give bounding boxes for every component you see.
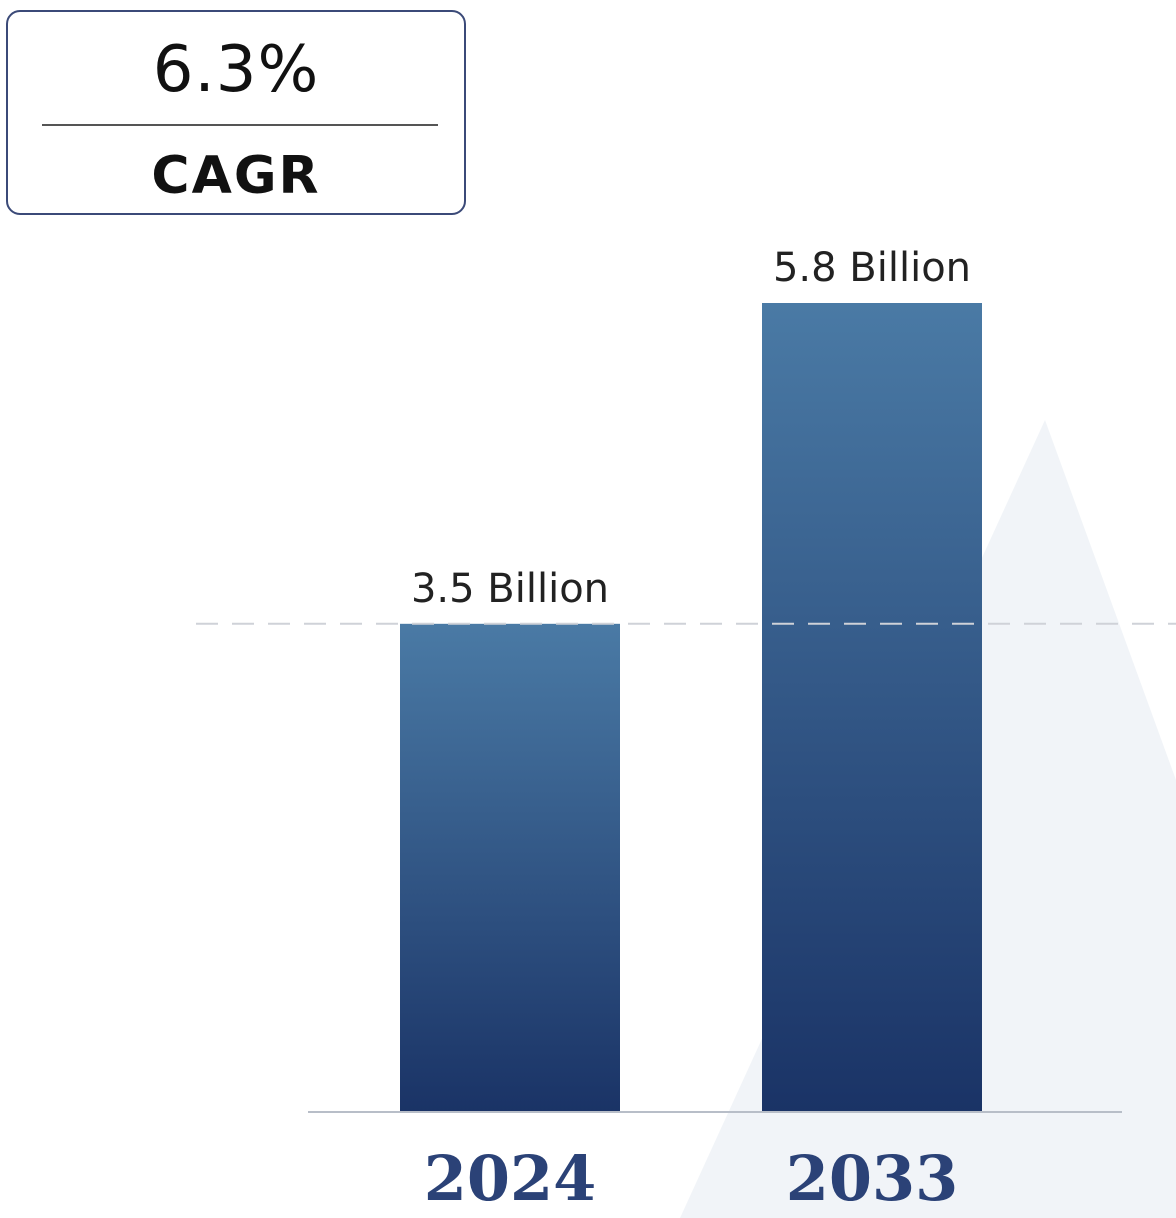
- bar-2033: [762, 303, 982, 1112]
- bar-value-label: 3.5 Billion: [411, 566, 609, 612]
- cagr-divider: [42, 124, 438, 126]
- bar-value-label: 5.8 Billion: [773, 245, 971, 291]
- cagr-label: CAGR: [151, 146, 321, 206]
- bar-2024: [400, 623, 620, 1112]
- x-axis-tick-label: 2033: [786, 1142, 959, 1215]
- cagr-box: 6.3% CAGR: [6, 10, 466, 215]
- cagr-value: 6.3%: [152, 33, 320, 107]
- x-axis-tick-label: 2024: [424, 1142, 597, 1215]
